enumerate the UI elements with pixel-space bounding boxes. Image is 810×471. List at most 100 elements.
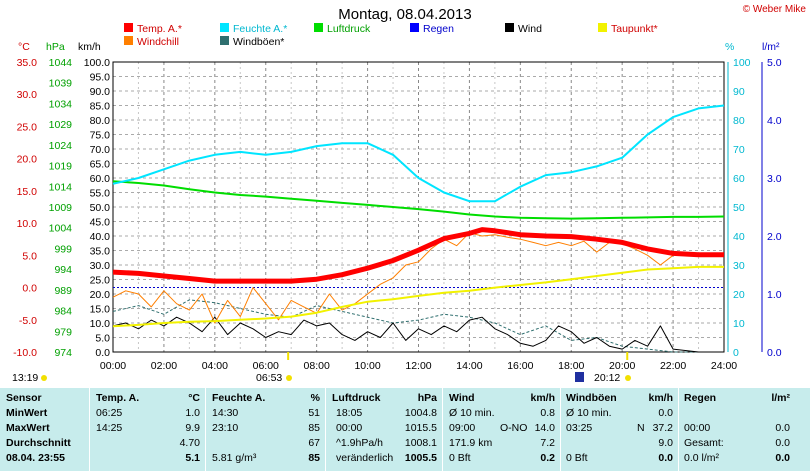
stats-cell-wind-a: 09:00 xyxy=(449,422,476,434)
tick-wind: 25.0 xyxy=(90,275,111,287)
stats-header-sensor: Sensor xyxy=(6,392,42,404)
tick-wind: 10.0 xyxy=(90,318,111,330)
legend-label: Windchill xyxy=(137,36,179,48)
axis-unit-temp: °C xyxy=(18,41,30,53)
tick-temp: -10.0 xyxy=(13,347,37,359)
stats-header-rain: Regen xyxy=(684,392,717,404)
stats-cell-rain-val: 0.0 xyxy=(775,452,790,464)
tick-wind: 75.0 xyxy=(90,130,111,142)
tick-press: 1044 xyxy=(49,57,73,69)
tick-rain: 5.0 xyxy=(767,57,782,69)
series-windchill xyxy=(112,232,674,324)
stats-cell-gust-a: 03:25 xyxy=(566,422,593,434)
axis-unit-wind: km/h xyxy=(78,41,101,53)
tick-time: 02:00 xyxy=(151,360,177,372)
tick-wind: 55.0 xyxy=(90,188,111,200)
axis-unit-hum: % xyxy=(725,41,734,53)
tick-hum: 100 xyxy=(733,57,751,69)
legend-swatch xyxy=(124,23,133,32)
stats-header-hum-unit: % xyxy=(310,392,320,404)
tick-wind: 50.0 xyxy=(90,202,111,214)
stats-cell-wind-val: 14.0 xyxy=(534,422,555,434)
stats-cell-press-val: 1004.8 xyxy=(404,407,437,419)
tick-press: 1034 xyxy=(49,98,73,110)
stats-cell-label: Durchschnitt xyxy=(6,437,71,449)
stats-header-rain-unit: l/m² xyxy=(771,392,790,404)
tick-time: 22:00 xyxy=(660,360,686,372)
grid xyxy=(112,61,725,353)
stats-cell-label: MaxWert xyxy=(6,422,50,434)
axis-unit-press: hPa xyxy=(46,41,65,53)
tick-wind: 15.0 xyxy=(90,304,111,316)
tick-press: 979 xyxy=(54,326,72,338)
stats-cell-label: MinWert xyxy=(6,407,48,419)
tick-rain: 2.0 xyxy=(767,231,782,243)
tick-press: 984 xyxy=(54,306,72,318)
stats-cell-press-val: 1005.5 xyxy=(404,452,437,464)
tick-hum: 60 xyxy=(733,173,745,185)
tick-hum: 80 xyxy=(733,115,745,127)
stats-header-press-unit: hPa xyxy=(417,392,437,404)
tick-wind: 65.0 xyxy=(90,159,111,171)
stats-cell-gust-val: 9.0 xyxy=(658,437,673,449)
marker-time-left: 13:19 xyxy=(12,372,38,384)
stats-cell-hum-val: 67 xyxy=(308,437,320,449)
legend-swatch xyxy=(124,36,133,45)
tick-press: 974 xyxy=(54,347,72,359)
tick-time: 04:00 xyxy=(202,360,228,372)
tick-temp: 10.0 xyxy=(17,218,38,230)
legend-label: Feuchte A.* xyxy=(233,23,287,35)
tick-wind: 85.0 xyxy=(90,101,111,113)
stats-cell-hum-time: 5.81 g/m³ xyxy=(212,452,257,464)
sun-icon xyxy=(41,375,47,381)
tick-temp: 30.0 xyxy=(17,89,38,101)
stats-cell-temp-val: 9.9 xyxy=(185,422,200,434)
tick-hum: 70 xyxy=(733,144,745,156)
stats-cell-wind-val: 7.2 xyxy=(540,437,555,449)
tick-time: 00:00 xyxy=(100,360,126,372)
stats-cell-rain-a: Gesamt: xyxy=(684,437,724,449)
stats-cell-rain-val: 0.0 xyxy=(775,437,790,449)
legend-swatch xyxy=(220,36,229,45)
tick-temp: 20.0 xyxy=(17,154,38,166)
stats-cell-hum-val: 85 xyxy=(308,422,320,434)
stats-cell-gust-a: Ø 10 min. xyxy=(566,407,612,419)
stats-cell-press-time: 00:00 xyxy=(336,422,363,434)
stats-cell-hum-val: 51 xyxy=(308,407,320,419)
stats-cell-gust-val: 37.2 xyxy=(652,422,673,434)
stats-cell-rain-val: 0.0 xyxy=(775,422,790,434)
tick-temp: 25.0 xyxy=(17,121,38,133)
stats-header-press: Luftdruck xyxy=(332,392,381,404)
legend-label: Wind xyxy=(518,23,542,35)
legend-label: Temp. A.* xyxy=(137,23,182,35)
legend-label: Regen xyxy=(423,23,454,35)
tick-temp: 35.0 xyxy=(17,57,38,69)
tick-press: 994 xyxy=(54,264,72,276)
tick-hum: 20 xyxy=(733,289,745,301)
tick-wind: 20.0 xyxy=(90,289,111,301)
credit-text: © Weber Mike xyxy=(742,4,806,15)
legend-swatch xyxy=(598,23,607,32)
stats-cell-rain-a: 0.0 l/m² xyxy=(684,452,720,464)
stats-cell-gust-b: N xyxy=(637,422,645,434)
tick-temp: -5.0 xyxy=(19,315,37,327)
series-windb-en xyxy=(112,299,724,353)
stats-header-temp: Temp. A. xyxy=(96,392,140,404)
axis-unit-rain: l/m² xyxy=(762,41,780,53)
stats-cell-temp-time: 14:25 xyxy=(96,422,123,434)
sunrise-icon xyxy=(286,375,292,381)
tick-press: 1024 xyxy=(49,140,73,152)
tick-wind: 0.0 xyxy=(95,347,110,359)
legend-swatch xyxy=(220,23,229,32)
stats-cell-temp-time: 06:25 xyxy=(96,407,123,419)
legend-swatch xyxy=(410,23,419,32)
tick-rain: 0.0 xyxy=(767,347,782,359)
weather-chart: Temp. A.* Feuchte A.* Luftdruck Regen Wind Ta… xyxy=(12,23,782,384)
moon-icon xyxy=(575,372,584,382)
tick-temp: 15.0 xyxy=(17,186,38,198)
stats-cell-temp-val: 4.70 xyxy=(179,437,200,449)
sunset-icon xyxy=(625,375,631,381)
tick-rain: 4.0 xyxy=(767,115,782,127)
series-taupunkt xyxy=(112,265,724,328)
stats-cell-press-time: ^1.9hPa/h xyxy=(336,437,383,449)
